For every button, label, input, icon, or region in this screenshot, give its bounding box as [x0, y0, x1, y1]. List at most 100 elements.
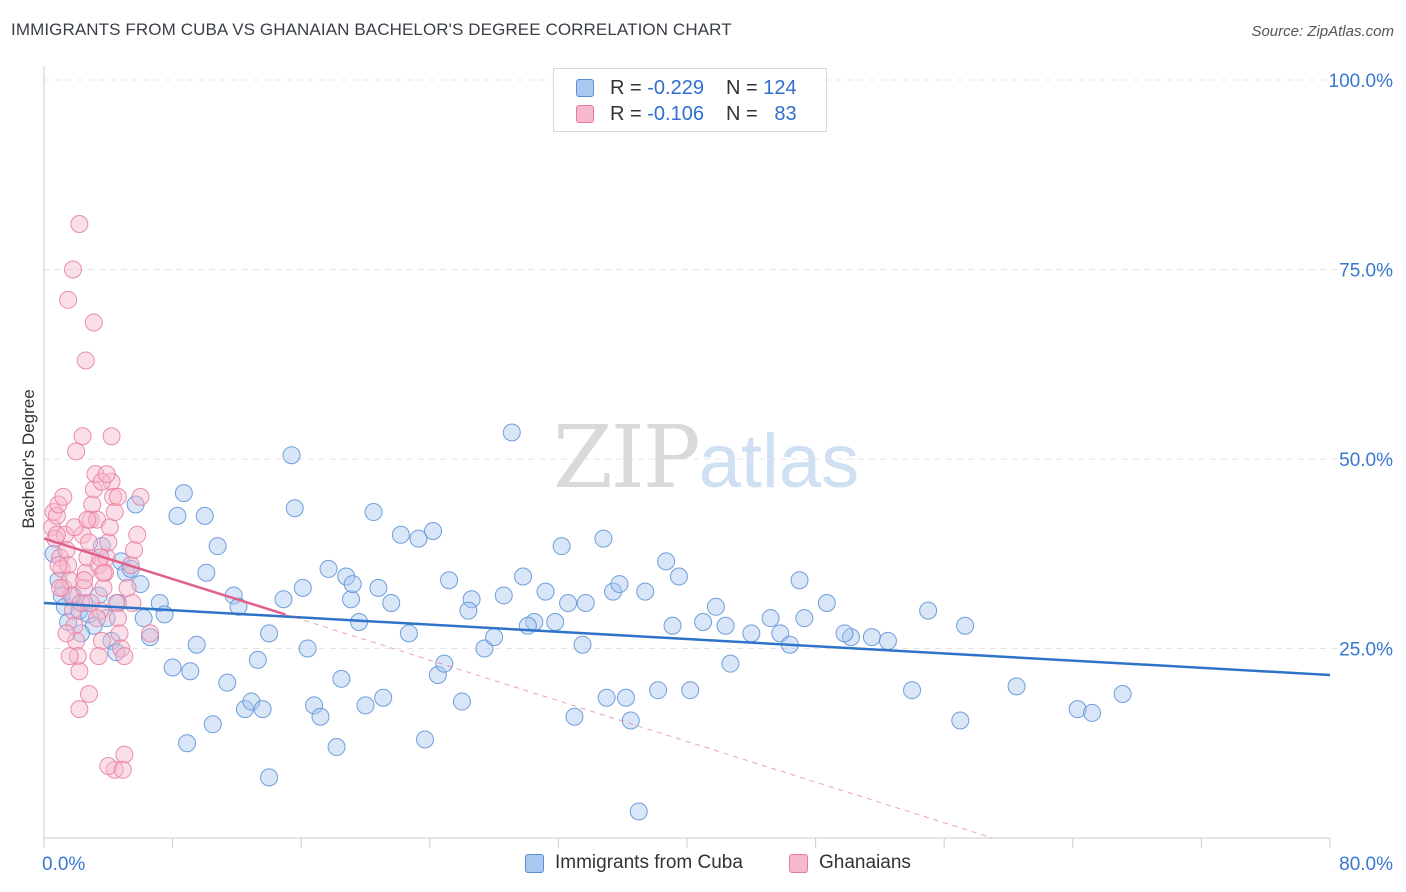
cuba-point — [195, 506, 214, 525]
cuba-point — [248, 650, 267, 669]
ghana-point — [104, 487, 123, 506]
ghana-point — [125, 540, 144, 559]
cuba-point — [742, 624, 761, 643]
ghana-point — [70, 700, 89, 719]
ghana-point — [115, 745, 134, 764]
watermark-atlas: atlas — [698, 419, 860, 504]
ghana-point — [80, 684, 99, 703]
cuba-point — [168, 506, 187, 525]
cuba-point — [795, 609, 814, 628]
ghana-point — [78, 510, 97, 529]
cuba-point — [391, 525, 410, 544]
ghana-point — [70, 215, 89, 234]
n-value-cuba: 124 — [763, 76, 797, 99]
ghana-point — [99, 533, 118, 552]
cuba-point — [559, 594, 578, 613]
ghana-point — [100, 518, 119, 537]
cuba-trend-line — [43, 601, 1331, 677]
series-legend-cuba: Immigrants from Cuba — [525, 852, 743, 874]
watermark-zip: ZIP — [553, 408, 701, 508]
cuba-point — [332, 669, 351, 688]
cuba-point — [663, 616, 682, 635]
cuba-point — [1113, 684, 1132, 703]
ghana-point — [94, 563, 113, 582]
cuba-point — [552, 537, 571, 556]
ghana-point — [76, 351, 95, 370]
cuba-point — [435, 654, 454, 673]
ghana-point — [80, 533, 99, 552]
cuba-point — [636, 582, 655, 601]
ghana-trend-line-extension — [284, 613, 993, 839]
ghana-point — [110, 624, 129, 643]
r-value-cuba: -0.229 — [647, 76, 704, 99]
cuba-point — [610, 575, 629, 594]
cuba-point — [616, 688, 635, 707]
cuba-point — [178, 734, 197, 753]
ghana-point — [88, 609, 107, 628]
cuba-point — [319, 559, 338, 578]
ghana-point — [71, 594, 90, 613]
legend-swatch-pink — [789, 853, 808, 873]
cuba-point — [594, 529, 613, 548]
cuba-point — [919, 601, 938, 620]
cuba-point — [956, 616, 975, 635]
cuba-point — [274, 590, 293, 609]
cuba-point — [604, 582, 623, 601]
cuba-point — [462, 590, 481, 609]
y-axis-label: Bachelor's Degree — [19, 389, 38, 528]
cuba-point — [141, 628, 160, 647]
ghana-point — [131, 487, 150, 506]
cuba-point — [174, 484, 193, 503]
ghana-point — [63, 260, 82, 279]
legend-swatch-blue — [576, 79, 594, 97]
stats-legend: R = -0.229 N = 124 R = -0.106 N = 83 — [553, 68, 827, 132]
ghana-point — [107, 594, 126, 613]
cuba-point — [356, 696, 375, 715]
cuba-point — [694, 612, 713, 631]
series-legend-label-ghana: Ghanaians — [819, 852, 911, 873]
legend-swatch-blue — [525, 853, 544, 873]
ghana-point — [89, 647, 108, 666]
ghana-point — [99, 756, 118, 775]
cuba-point — [536, 582, 555, 601]
cuba-point — [862, 628, 881, 647]
x-tick-label-left: 0.0% — [42, 854, 85, 875]
cuba-point — [342, 590, 361, 609]
cuba-point — [790, 571, 809, 590]
cuba-point — [327, 738, 346, 757]
cuba-point — [951, 711, 970, 730]
cuba-point — [293, 578, 312, 597]
cuba-point — [514, 567, 533, 586]
ghana-point — [105, 503, 124, 522]
legend-swatch-pink — [576, 105, 594, 123]
cuba-point — [485, 628, 504, 647]
cuba-point — [629, 802, 648, 821]
ghana-point — [97, 465, 116, 484]
cuba-point — [761, 609, 780, 628]
r-label: R = — [610, 76, 642, 99]
cuba-point — [218, 673, 237, 692]
cuba-point — [374, 688, 393, 707]
cuba-point — [369, 578, 388, 597]
ghana-point — [47, 506, 66, 525]
watermark: ZIPatlas — [553, 408, 859, 508]
ghana-point — [49, 556, 68, 575]
cuba-point — [669, 567, 688, 586]
ghana-point — [51, 578, 70, 597]
ghana-point — [113, 760, 132, 779]
ghana-point — [83, 495, 102, 514]
cuba-point — [337, 567, 356, 586]
cuba-point — [546, 612, 565, 631]
cuba-point — [903, 681, 922, 700]
x-tick-label-right: 80.0% — [1339, 854, 1393, 875]
cuba-point — [573, 635, 592, 654]
cuba-point — [440, 571, 459, 590]
cuba-point — [621, 711, 640, 730]
chart-source: Source: ZipAtlas.com — [1251, 23, 1394, 40]
stats-legend-row-ghana: R = -0.106 N = 83 — [576, 101, 797, 127]
y-tick-label: 50.0% — [1339, 450, 1393, 471]
cuba-point — [208, 537, 227, 556]
cuba-point — [424, 522, 443, 541]
ghana-point — [67, 442, 86, 461]
